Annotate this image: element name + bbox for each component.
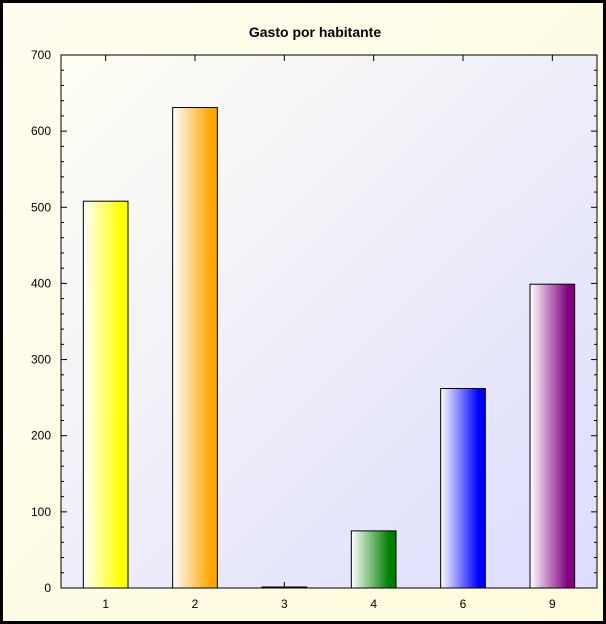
y-tick-label: 600 — [31, 124, 51, 138]
chart-title: Gasto por habitante — [249, 24, 381, 40]
bar-4 — [350, 530, 397, 589]
bar-2 — [172, 107, 218, 589]
y-tick-label: 100 — [31, 505, 51, 519]
y-tick-label: 200 — [31, 429, 51, 443]
x-tick-label: 6 — [460, 597, 467, 611]
bar-6 — [440, 388, 486, 589]
y-tick-label: 700 — [31, 48, 51, 62]
bar-3 — [261, 586, 308, 589]
x-tick-label: 3 — [281, 597, 288, 611]
x-tick-label: 4 — [370, 597, 377, 611]
x-tick-label: 1 — [102, 597, 109, 611]
bar-9 — [529, 283, 576, 589]
x-tick-label: 2 — [192, 597, 199, 611]
y-tick-label: 400 — [31, 276, 51, 290]
y-tick-label: 300 — [31, 353, 51, 367]
plot-area — [60, 54, 598, 589]
x-tick-label: 9 — [549, 597, 556, 611]
bars — [82, 107, 576, 589]
y-axis: 0 100 200 300 400 500 600 700 — [31, 48, 597, 595]
y-tick-label: 500 — [31, 200, 51, 214]
bar-1 — [82, 200, 129, 589]
y-tick-label: 0 — [44, 581, 51, 595]
